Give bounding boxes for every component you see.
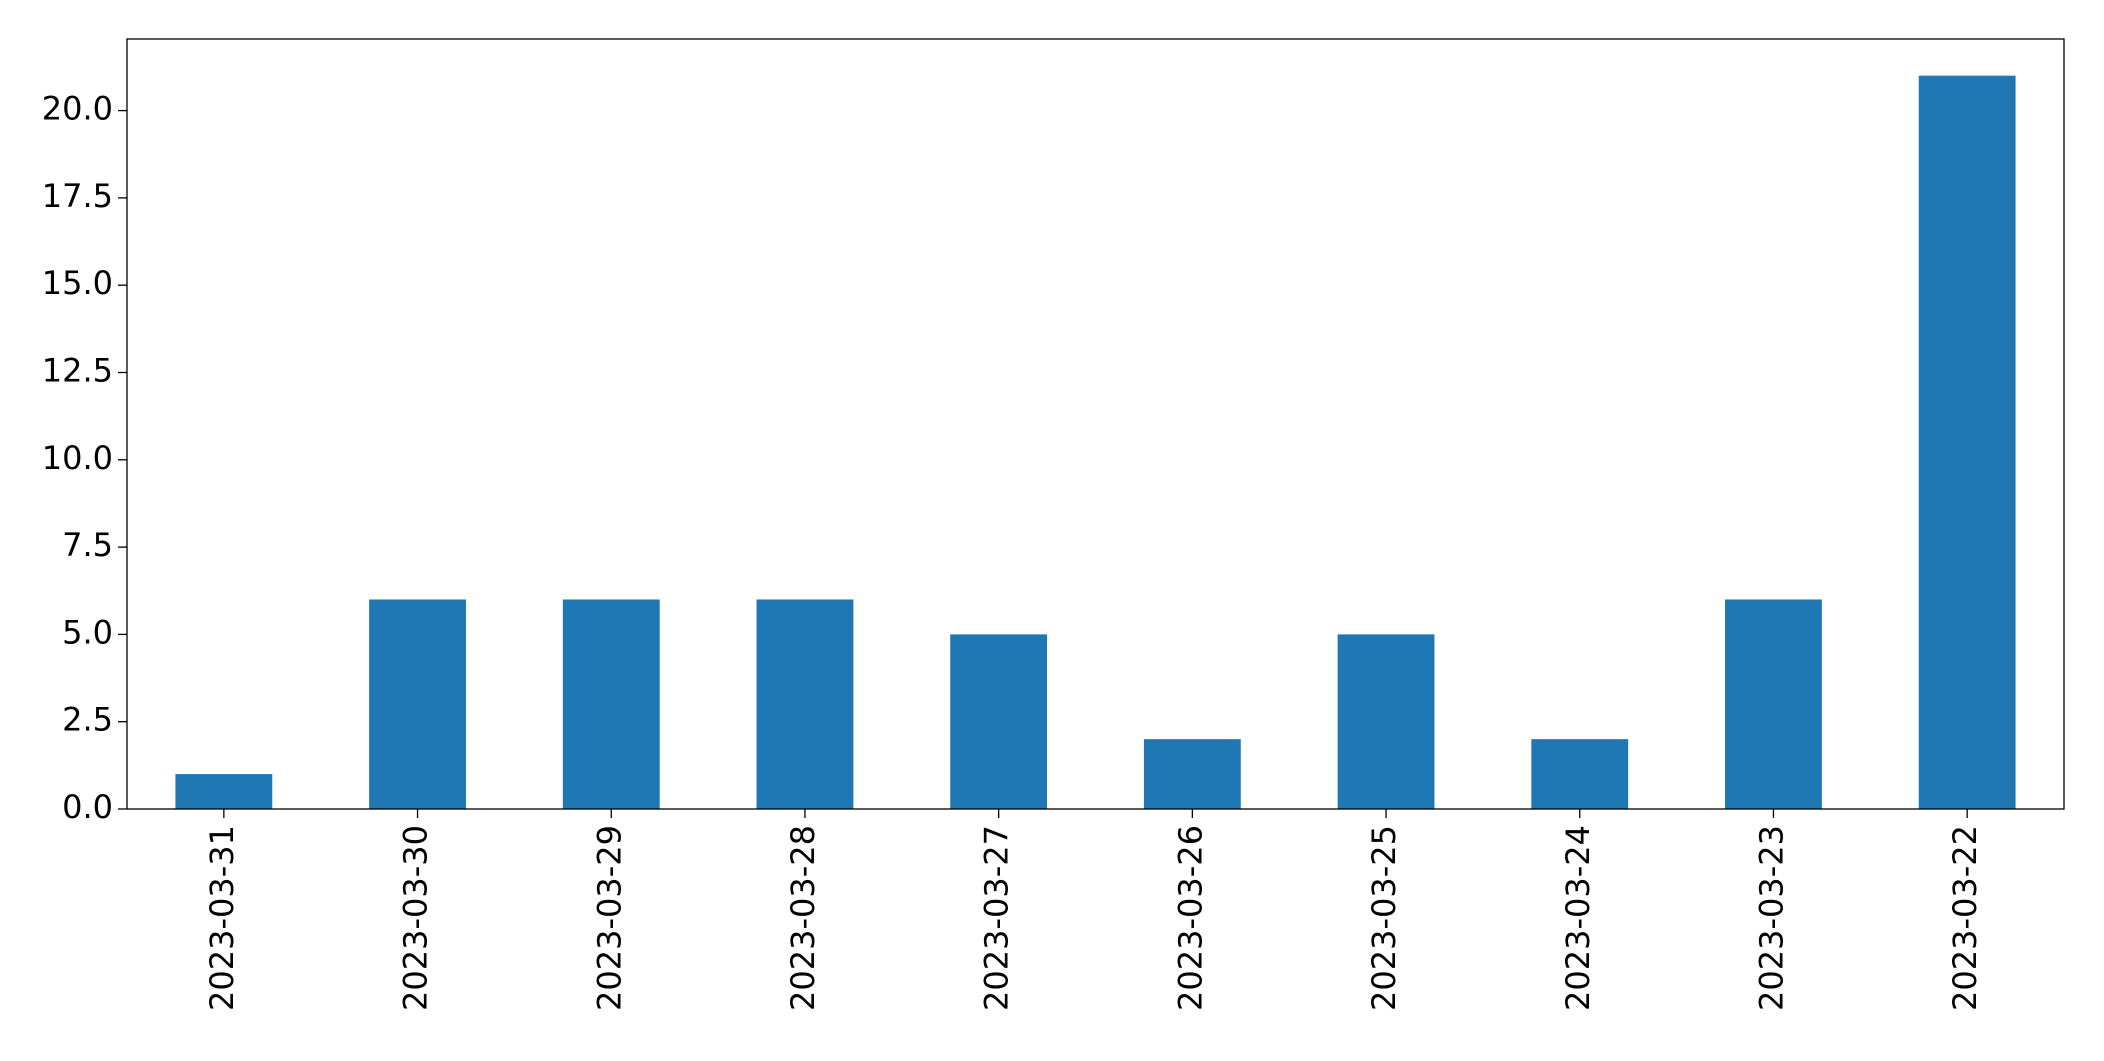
y-tick-label: 7.5 xyxy=(62,526,113,564)
y-tick-label: 17.5 xyxy=(42,177,113,215)
y-tick-label: 2.5 xyxy=(62,701,113,739)
x-tick-label: 2023-03-25 xyxy=(1365,825,1403,1011)
bar xyxy=(1143,739,1241,809)
y-tick-label: 5.0 xyxy=(62,613,113,651)
x-tick-label: 2023-03-29 xyxy=(590,825,628,1011)
bar xyxy=(1531,739,1629,809)
bar xyxy=(950,634,1048,809)
x-tick-label: 2023-03-31 xyxy=(203,825,241,1011)
x-tick-label: 2023-03-28 xyxy=(784,825,822,1011)
plot-frame xyxy=(126,38,2065,810)
y-tick-label: 12.5 xyxy=(42,351,113,389)
bar xyxy=(369,599,466,809)
y-tick-label: 15.0 xyxy=(42,264,113,302)
x-tick-label: 2023-03-24 xyxy=(1559,825,1597,1011)
bar xyxy=(1337,634,1435,809)
bar xyxy=(756,599,854,809)
x-tick-label: 2023-03-30 xyxy=(397,825,435,1011)
x-tick-label: 2023-03-26 xyxy=(1171,825,1209,1011)
bar xyxy=(1725,599,1822,809)
y-tick-label: 10.0 xyxy=(42,439,113,477)
y-tick-label: 0.0 xyxy=(62,788,113,826)
bar xyxy=(175,774,273,809)
x-tick-label: 2023-03-23 xyxy=(1752,825,1790,1011)
y-tick-label: 20.0 xyxy=(42,90,113,128)
x-tick-label: 2023-03-22 xyxy=(1946,825,1984,1011)
x-tick-label: 2023-03-27 xyxy=(978,825,1016,1011)
bar xyxy=(1918,75,2016,809)
bar xyxy=(562,599,660,809)
